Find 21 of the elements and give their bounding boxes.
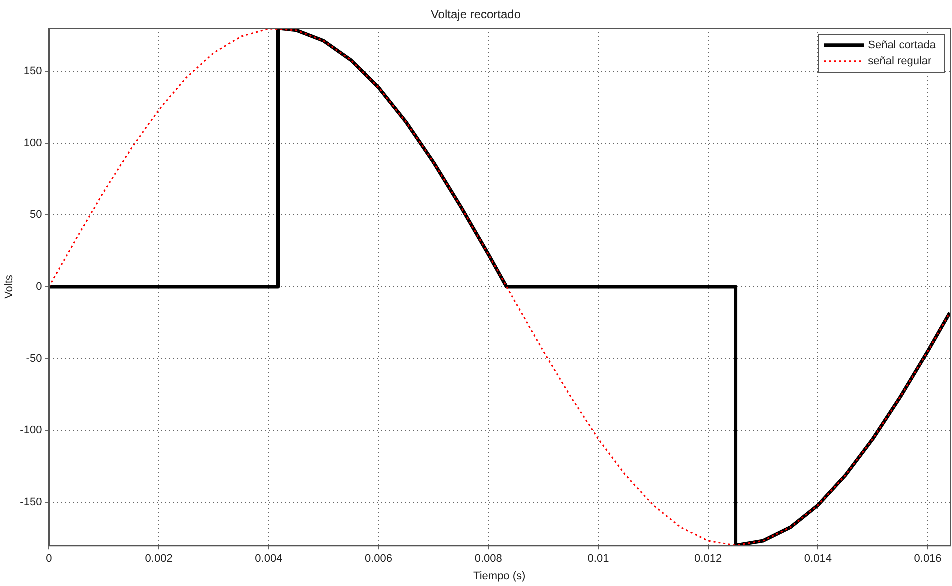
y-tick-label: 150 [24,66,42,78]
x-axis-title: Tiempo (s) [474,570,526,582]
legend-label: señal regular [868,55,932,68]
x-tick-label: 0.012 [694,553,722,566]
legend-label: Señal cortada [868,39,937,52]
y-tick-label: 100 [24,137,42,150]
y-tick-label: 0 [36,281,42,294]
x-tick-label: 0 [46,553,52,566]
y-axis-title: Volts [4,274,16,299]
y-tick-label: -50 [26,352,42,365]
y-tick-label: 50 [30,209,42,222]
x-tick-label: 0.006 [365,553,393,566]
chart-title: Voltaje recortado [430,8,522,22]
x-tick-label: 0.014 [804,553,832,566]
x-tick-label: 0.004 [255,553,283,566]
y-tick-label: -100 [20,424,42,437]
x-tick-label: 0.01 [588,553,610,566]
y-tick-label: -150 [20,496,42,509]
x-tick-label: 0.002 [145,553,173,566]
x-tick-label: 0.008 [474,553,502,566]
x-tick-label: 0.016 [914,553,942,566]
